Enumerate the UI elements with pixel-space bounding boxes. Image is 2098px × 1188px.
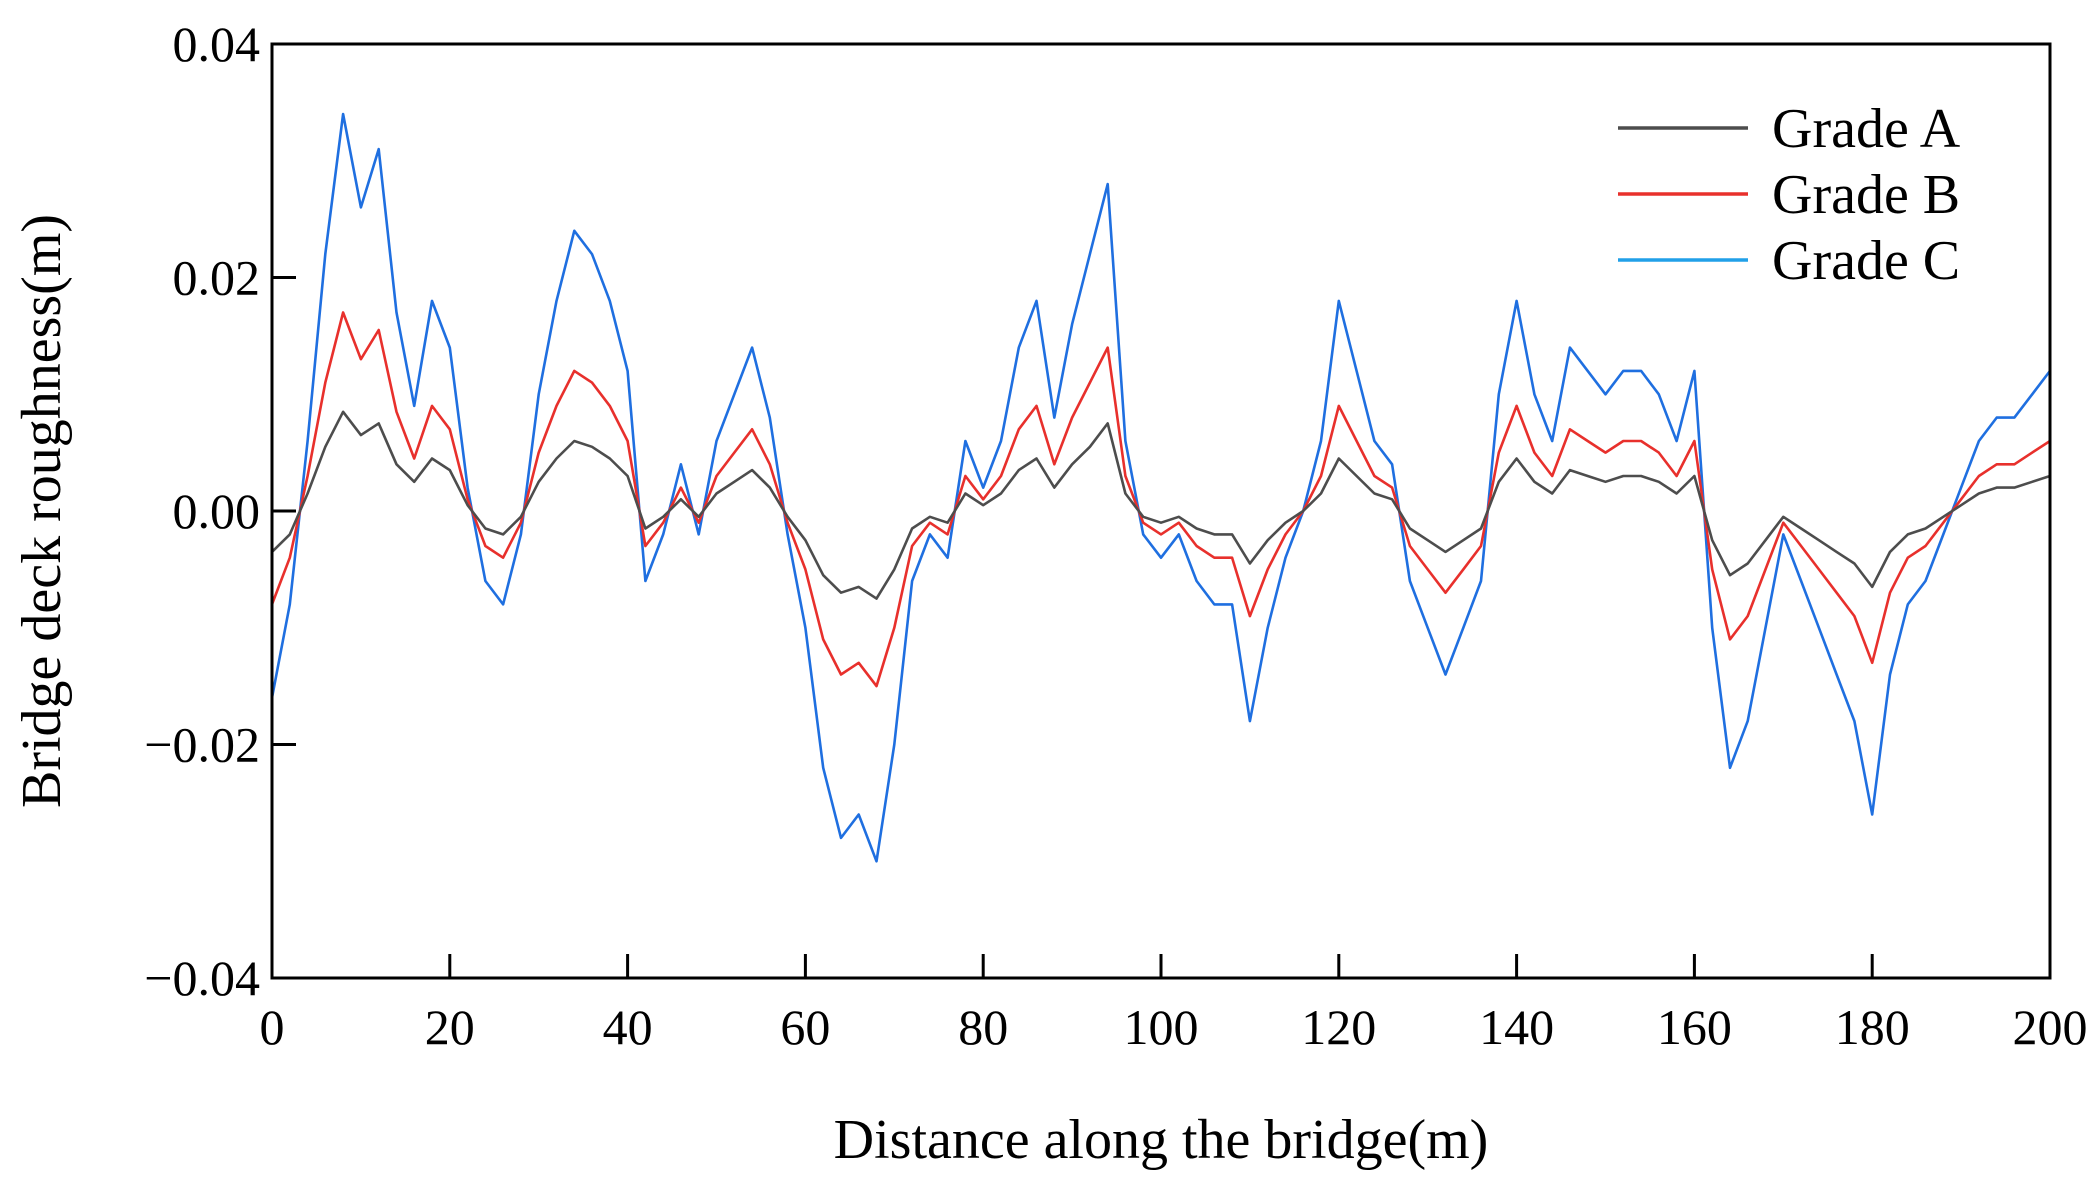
x-tick-label: 60 [780, 999, 830, 1055]
x-axis-title: Distance along the bridge(m) [834, 1109, 1489, 1171]
y-tick-label: 0.04 [173, 16, 261, 72]
series-line-grade-a [271, 410, 2051, 600]
y-tick-label: −0.04 [144, 950, 260, 1006]
y-tick-label: 0.02 [173, 250, 261, 306]
x-tick-label: 100 [1124, 999, 1199, 1055]
series-line-grade-b [270, 311, 2051, 688]
x-tick-label: 20 [425, 999, 475, 1055]
series-line-grade-c [270, 112, 2052, 863]
x-tick-label: 160 [1657, 999, 1732, 1055]
legend-label: Grade B [1772, 164, 1960, 226]
legend-label: Grade C [1772, 230, 1960, 292]
x-tick-label: 200 [2013, 999, 2088, 1055]
x-tick-label: 80 [958, 999, 1008, 1055]
x-tick-label: 120 [1301, 999, 1376, 1055]
y-tick-label: −0.02 [144, 717, 260, 773]
y-axis-title: Bridge deck roughness(m) [11, 214, 73, 808]
x-tick-label: 0 [260, 999, 285, 1055]
x-tick-label: 180 [1835, 999, 1910, 1055]
x-axis: 0 20 40 60 80 100 120 140 160 180 200 [260, 954, 2088, 1055]
x-tick-label: 40 [603, 999, 653, 1055]
series-layer [270, 112, 2052, 863]
x-tick-label: 140 [1479, 999, 1554, 1055]
y-axis: 0.04 0.02 0.00 −0.02 −0.04 [144, 16, 296, 1006]
legend-label: Grade A [1772, 98, 1961, 160]
y-tick-label: 0.00 [173, 483, 261, 539]
